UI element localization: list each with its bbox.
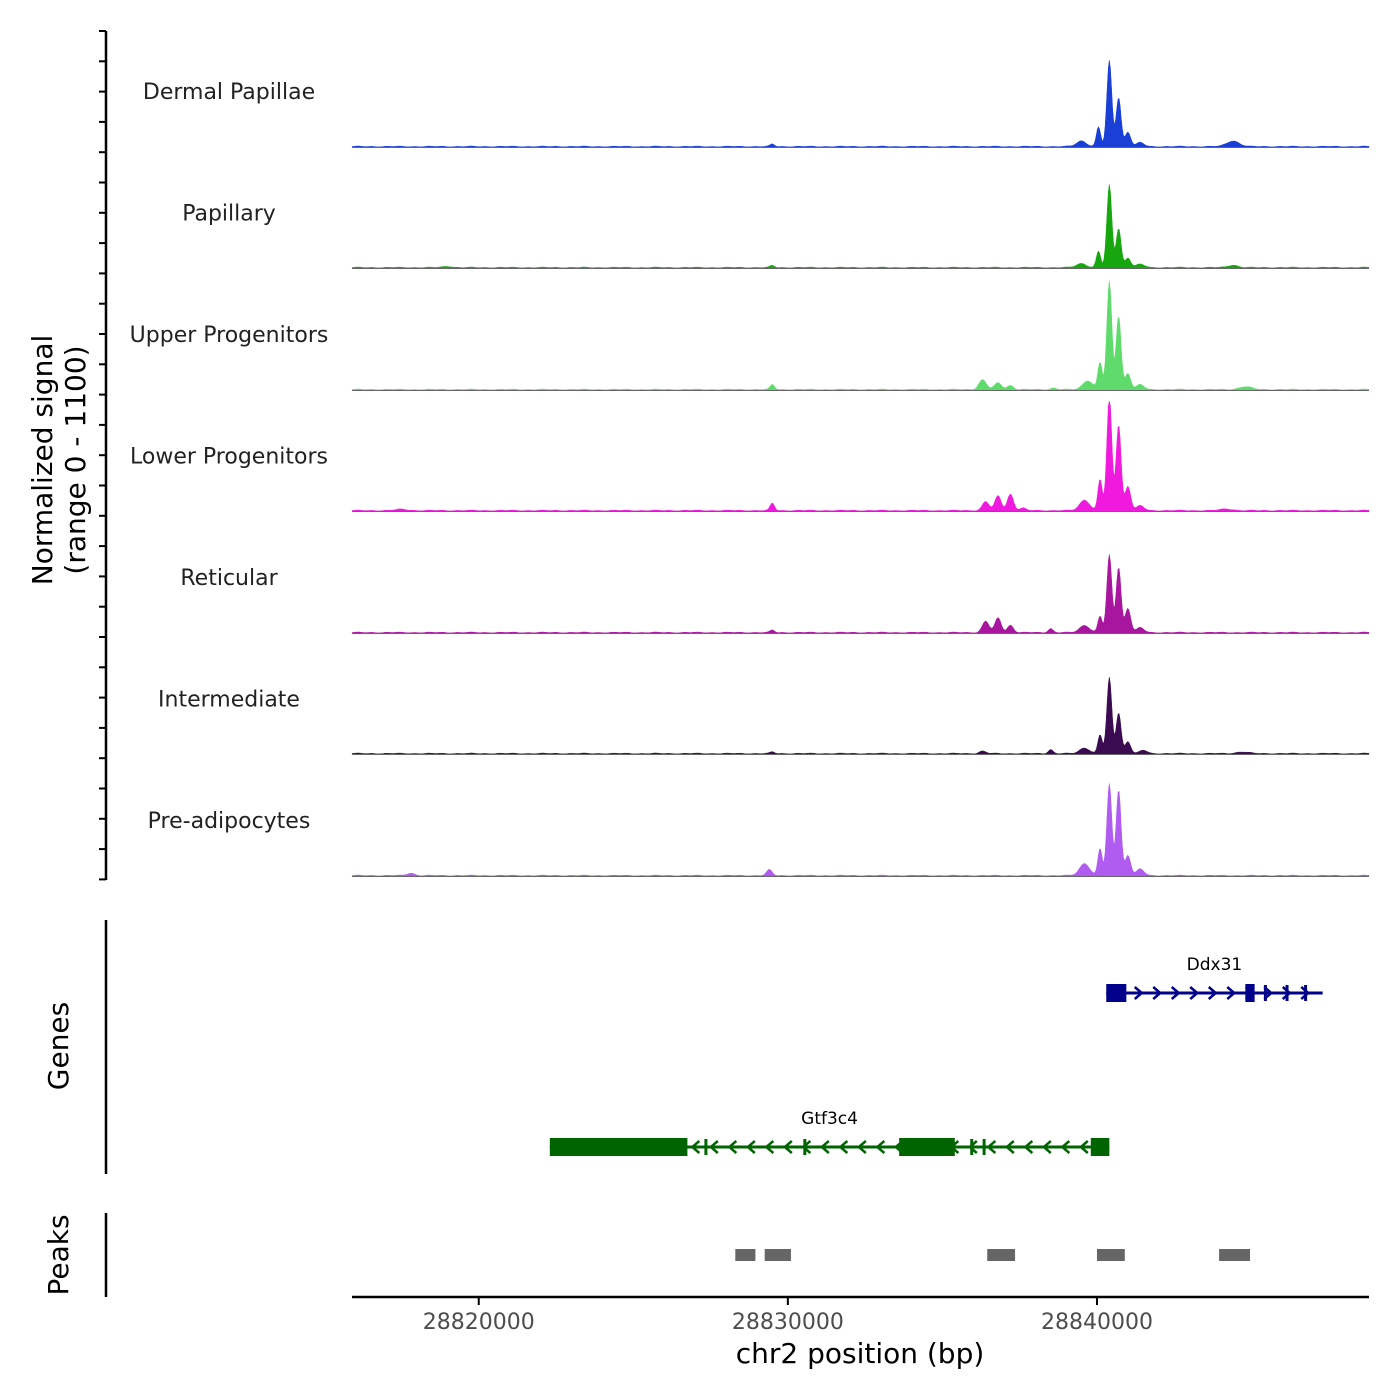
- gene-strand-arrow: [986, 1140, 997, 1154]
- genes-panel-label: Genes: [42, 1002, 75, 1090]
- x-axis-tick-label: 28820000: [423, 1310, 535, 1335]
- track-signal-area: [351, 280, 1370, 391]
- gene-exon: [1304, 985, 1308, 1001]
- track-signal-area: [351, 554, 1370, 634]
- gene-strand-arrow: [1060, 1140, 1071, 1154]
- gene-strand-arrow: [764, 1140, 775, 1154]
- gene-strand-arrow: [1207, 986, 1218, 1000]
- track-label: Lower Progenitors: [130, 445, 328, 470]
- track-dermal-papillae: Dermal Papillae: [143, 60, 1370, 148]
- track-pre-adipocytes: Pre-adipocytes: [148, 783, 1370, 877]
- gene-exon: [1245, 984, 1255, 1002]
- gene-exon: [970, 1139, 974, 1155]
- peak-region: [1096, 1249, 1125, 1261]
- track-reticular: Reticular: [180, 554, 1370, 634]
- y-axis-ticks: [99, 30, 106, 881]
- gene-annotations: Ddx31 Gtf3c4: [549, 955, 1323, 1156]
- track-label: Intermediate: [158, 688, 300, 713]
- gene-name-label: Ddx31: [1187, 955, 1243, 975]
- peak-regions: [735, 1249, 1250, 1261]
- peak-region: [735, 1249, 756, 1261]
- gene-strand-arrow: [1133, 986, 1144, 1000]
- x-axis-ticks: 28820000 28830000 28840000: [423, 1297, 1153, 1335]
- track-signal-area: [351, 184, 1370, 269]
- gene-strand-arrow: [1041, 1140, 1052, 1154]
- gene-strand-arrow: [1004, 1140, 1015, 1154]
- gene-exon: [803, 1139, 807, 1155]
- track-label: Papillary: [182, 202, 276, 227]
- gene-exon: [549, 1138, 688, 1156]
- gene-exon: [1106, 984, 1127, 1002]
- track-lower-progenitors: Lower Progenitors: [130, 400, 1370, 512]
- track-intermediate: Intermediate: [158, 676, 1370, 755]
- track-label: Pre-adipocytes: [148, 809, 311, 834]
- gene-exon: [1285, 985, 1289, 1001]
- gene-strand-arrow: [819, 1140, 830, 1154]
- gene-strand-arrow: [838, 1140, 849, 1154]
- gene-exon: [982, 1139, 986, 1155]
- track-label: Upper Progenitors: [130, 323, 329, 348]
- gene-strand-arrow: [967, 1140, 978, 1154]
- x-axis-tick-label: 28840000: [1041, 1310, 1153, 1335]
- peaks-panel-label: Peaks: [42, 1214, 75, 1295]
- peak-region: [1219, 1249, 1250, 1261]
- track-upper-progenitors: Upper Progenitors: [130, 280, 1370, 391]
- track-signal-area: [351, 60, 1370, 148]
- gene-strand-arrow: [875, 1140, 886, 1154]
- gene-strand-arrow: [1152, 986, 1163, 1000]
- gene-strand-arrow: [856, 1140, 867, 1154]
- signal-tracks: Dermal Papillae Papillary Upper Progenitor…: [130, 60, 1370, 877]
- gene-strand-arrow: [708, 1140, 719, 1154]
- track-signal-area: [351, 676, 1370, 755]
- gene-strand-arrow: [1300, 986, 1311, 1000]
- track-label: Dermal Papillae: [143, 80, 315, 105]
- x-axis-label: chr2 position (bp): [736, 1337, 985, 1370]
- gene-strand-arrow: [1023, 1140, 1034, 1154]
- y-axis-range-label: (range 0 - 1100): [59, 345, 92, 574]
- track-papillary: Papillary: [182, 184, 1370, 269]
- gene-strand-arrow: [745, 1140, 756, 1154]
- gene-gtf3c4: Gtf3c4: [549, 1109, 1110, 1156]
- gene-strand-arrow: [1281, 986, 1292, 1000]
- gene-exon: [899, 1138, 955, 1156]
- gene-name-label: Gtf3c4: [801, 1109, 858, 1129]
- gene-exon: [1090, 1138, 1110, 1156]
- track-label: Reticular: [180, 566, 278, 591]
- track-signal-area: [351, 783, 1370, 877]
- gene-ddx31: Ddx31: [1106, 955, 1323, 1002]
- peak-region: [764, 1249, 791, 1261]
- y-axis-label: Normalized signal: [26, 335, 59, 586]
- peak-region: [987, 1249, 1016, 1261]
- gene-strand-arrow: [782, 1140, 793, 1154]
- gene-strand-arrow: [727, 1140, 738, 1154]
- gene-strand-arrow: [690, 1140, 701, 1154]
- x-axis-tick-label: 28830000: [732, 1310, 844, 1335]
- gene-exon: [704, 1139, 708, 1155]
- track-signal-area: [351, 400, 1370, 512]
- gene-exon: [1263, 985, 1267, 1001]
- gene-strand-arrow: [1170, 986, 1181, 1000]
- gene-strand-arrow: [1078, 1140, 1089, 1154]
- gene-strand-arrow: [1226, 986, 1237, 1000]
- gene-strand-arrow: [1189, 986, 1200, 1000]
